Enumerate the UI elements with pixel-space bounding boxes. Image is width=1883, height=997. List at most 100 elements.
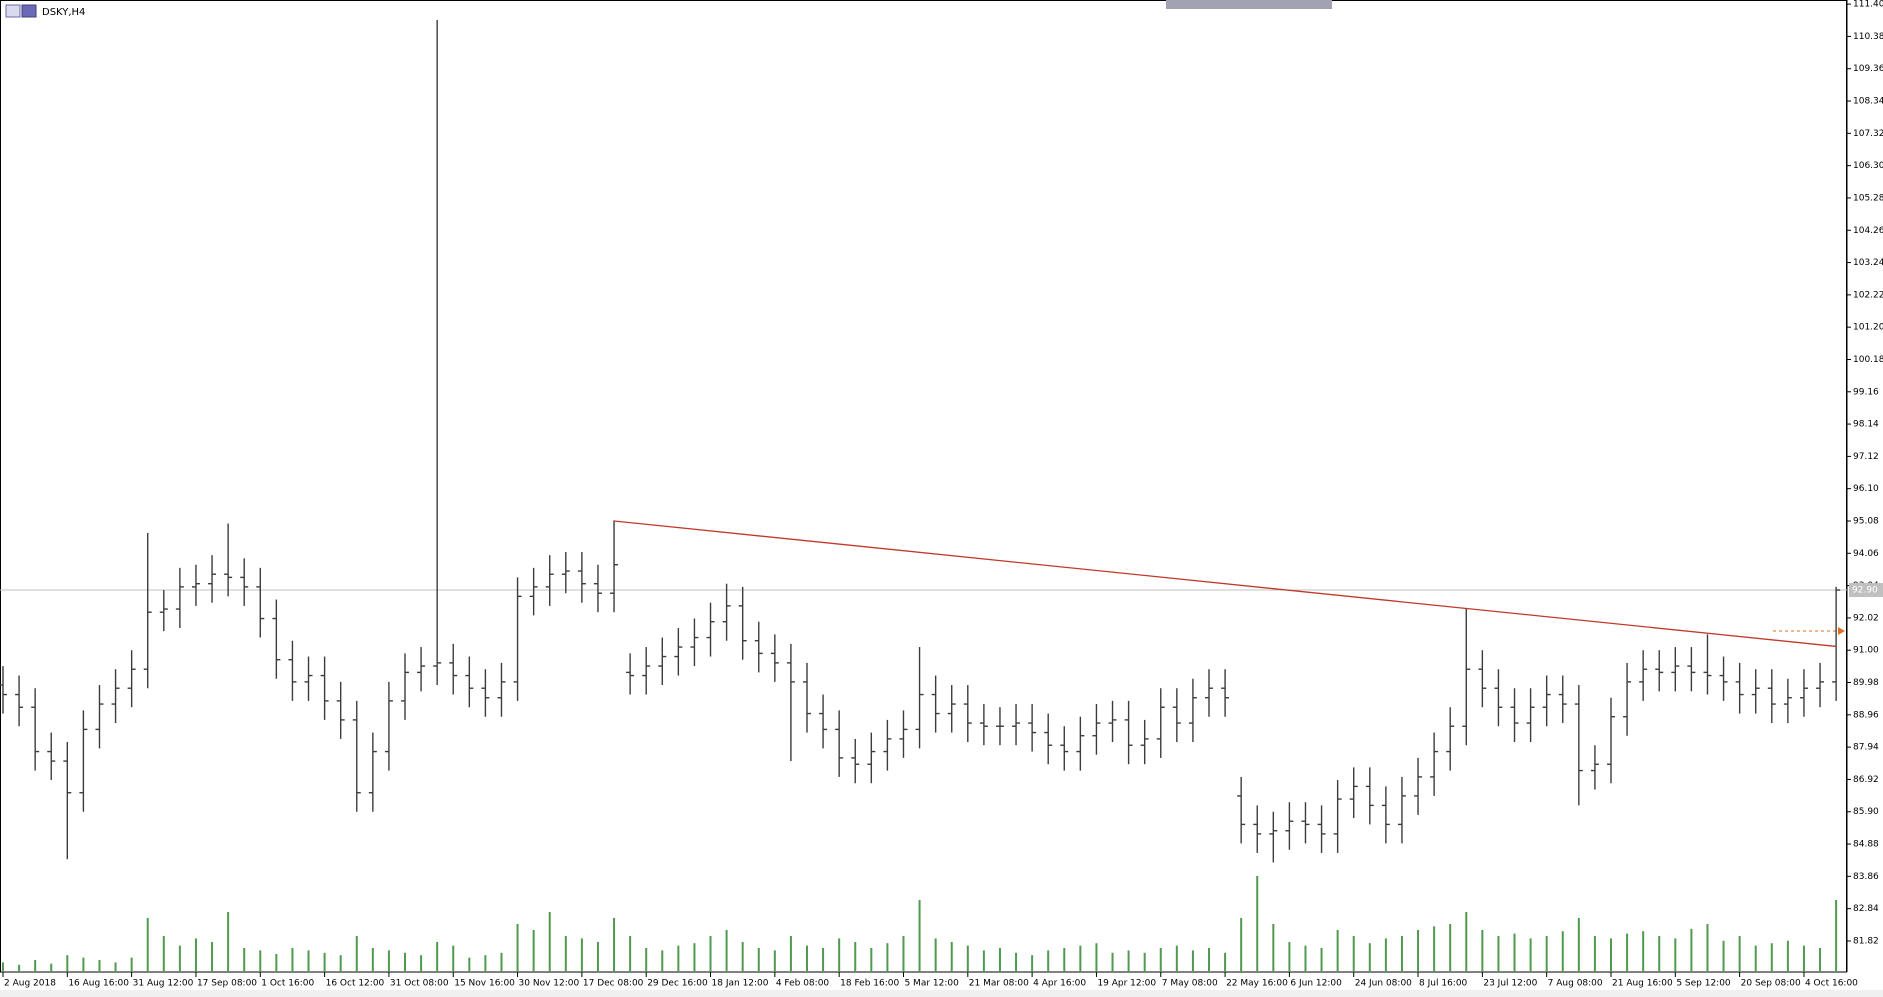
volume-bar [259,950,262,972]
bid-label-box [1849,583,1883,598]
volume-bar [1545,936,1548,972]
volume-bar [1400,936,1403,972]
volume-bar [516,924,519,972]
y-tick-label: 95.08 [1853,516,1879,526]
y-tick-label: 111.40 [1853,0,1883,10]
y-tick-label: 99.16 [1853,387,1879,397]
volume-bar [580,938,583,972]
x-tick-label: 2 Aug 2018 [4,979,56,989]
volume-bar [98,960,101,972]
x-tick-label: 20 Sep 08:00 [1741,979,1801,989]
volume-bar [645,948,648,972]
volume-bar [1224,952,1227,972]
y-tick-label: 84.88 [1853,840,1879,850]
volume-bar [371,948,374,972]
x-tick-label: 7 May 08:00 [1162,979,1218,989]
volume-bar [1770,943,1773,972]
volume-bar [789,936,792,972]
x-tick-label: 31 Oct 08:00 [390,979,449,989]
status-strip [0,990,1883,997]
volume-bar [822,948,825,972]
x-tick-label: 29 Dec 16:00 [647,979,708,989]
volume-bar [1674,938,1677,972]
y-tick-label: 105.28 [1853,193,1883,203]
volume-bar [1047,950,1050,972]
volume-bar [162,936,165,972]
x-tick-label: 23 Jul 12:00 [1483,979,1537,989]
volume-bar [1497,936,1500,972]
volume-bar [966,945,969,972]
volume-bar [1738,936,1741,972]
volume-bar [886,943,889,972]
volume-bar [307,950,310,972]
volume-bar [1529,938,1532,972]
x-tick-label: 22 May 16:00 [1226,979,1288,989]
volume-bar [661,950,664,972]
chart-icon [5,4,37,18]
volume-bar [918,900,921,972]
y-tick-label: 81.82 [1853,936,1879,946]
icon-box [21,4,37,18]
volume-bar [114,962,117,972]
x-tick-label: 21 Aug 16:00 [1612,979,1673,989]
volume-bar [387,950,390,972]
volume-bar [613,918,616,972]
x-tick-label: 21 Mar 08:00 [969,979,1029,989]
chart-title: DSKY,H4 [42,7,85,18]
x-tick-label: 4 Apr 16:00 [1033,979,1086,989]
volume-bar [355,936,358,972]
volume-bar [1802,945,1805,972]
volume-bar [902,936,905,972]
volume-bar [1433,926,1436,972]
volume-bar [211,942,214,972]
volume-bar [564,936,567,972]
volume-bar [725,930,728,972]
volume-bar [741,942,744,972]
volume-bar [291,948,294,972]
scroll-marker [1166,0,1332,9]
plot-frame [0,0,1847,973]
volume-bar [1819,948,1822,972]
y-tick-label: 83.86 [1853,872,1879,882]
volume-bar [1240,918,1243,972]
volume-bar [629,936,632,972]
volume-bar [146,918,149,972]
volume-bar [1642,931,1645,972]
y-tick-label: 108.34 [1853,97,1883,107]
volume-bar [1304,945,1307,972]
volume-bar [130,957,133,972]
volume-bar [404,952,406,972]
x-tick-label: 1 Oct 16:00 [261,979,314,989]
volume-bar [1256,876,1259,972]
volume-bar [34,960,37,972]
volume-bar [1175,945,1178,972]
volume-bar [1143,952,1146,972]
x-tick-label: 5 Sep 12:00 [1676,979,1731,989]
volume-bar [693,943,696,972]
volume-bar [468,957,471,972]
volume-bar [1288,942,1291,972]
volume-bar [323,952,326,972]
icon-box [5,4,21,18]
volume-bar [1417,930,1420,972]
volume-bar [1095,943,1098,972]
bid-label: 92.90 [1852,586,1878,596]
y-tick-label: 92.02 [1853,613,1879,623]
volume-bar [596,942,599,972]
volume-bar [870,948,873,972]
y-tick-label: 82.84 [1853,904,1879,914]
x-tick-label: 24 Jun 08:00 [1355,979,1412,989]
volume-bar [1835,900,1838,972]
x-tick-label: 4 Feb 08:00 [776,979,830,989]
volume-bar [1577,918,1580,972]
volume-bar [1690,928,1693,972]
y-tick-label: 94.06 [1853,549,1879,559]
x-tick-label: 17 Dec 08:00 [583,979,644,989]
volume-bar [934,938,937,972]
volume-bar [1786,940,1789,972]
y-tick-label: 86.92 [1853,775,1879,785]
x-tick-label: 31 Aug 12:00 [133,979,194,989]
volume-bar [1159,948,1162,972]
x-tick-label: 8 Jul 16:00 [1419,979,1468,989]
